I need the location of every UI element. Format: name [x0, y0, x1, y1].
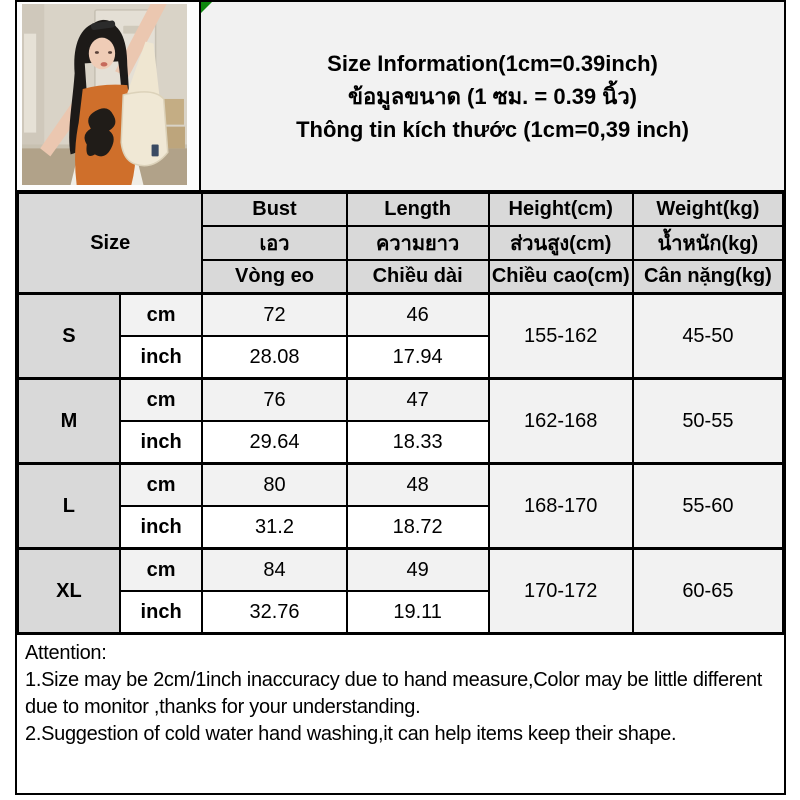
model-face	[88, 37, 116, 70]
height-range: 155-162	[487, 292, 634, 380]
length-value: 49	[345, 547, 490, 592]
row-s-cm: S cm 72 46 155-162 45-50	[17, 292, 785, 380]
row-xl-cm: XL cm 84 49 170-172 60-65	[17, 547, 785, 634]
size-info-title-cell: Size Information(1cm=0.39inch) ข้อมูลขนา…	[201, 2, 784, 190]
tote-bag	[120, 91, 169, 167]
unit-cell: cm	[118, 377, 204, 422]
bust-value: 31.2	[201, 505, 348, 550]
unit-cell: inch	[118, 420, 204, 465]
unit-cell: cm	[118, 462, 204, 507]
tote-strap	[127, 41, 160, 98]
length-value: 48	[345, 462, 490, 507]
bust-value: 84	[201, 547, 348, 592]
header-row-vi: Vòng eo Chiều dài Chiều cao(cm) Cân nặng…	[18, 259, 785, 295]
weight-range: 60-65	[631, 547, 785, 634]
col-length-en: Length	[345, 192, 490, 227]
row-m-cm: M cm 76 47 162-168 50-55	[17, 377, 785, 465]
bust-value: 72	[201, 292, 348, 337]
size-cell-l: L	[17, 462, 121, 550]
col-weight-th: น้ำหนัก(kg)	[631, 225, 785, 261]
size-cell-m: M	[17, 377, 121, 465]
unit-cell: cm	[118, 292, 204, 337]
length-value: 19.11	[345, 590, 490, 634]
unit-cell: inch	[118, 505, 204, 550]
unit-cell: inch	[118, 590, 204, 634]
tote-tag	[151, 144, 159, 157]
col-bust-en: Bust	[201, 192, 348, 227]
bust-value: 76	[201, 377, 348, 422]
sunglasses	[90, 20, 116, 30]
length-value: 17.94	[345, 335, 490, 380]
row-xl-inch: inch 32.76 19.11	[18, 590, 783, 634]
col-height-en: Height(cm)	[487, 192, 634, 227]
bust-value: 28.08	[201, 335, 348, 380]
size-chart-sheet: Size Information(1cm=0.39inch) ข้อมูลขนา…	[15, 0, 786, 795]
attention-note-2: 2.Suggestion of cold water hand washing,…	[25, 723, 677, 745]
title-en: Size Information(1cm=0.39inch)	[327, 50, 658, 76]
size-cell-s: S	[17, 292, 121, 380]
shirt-graphic	[84, 108, 116, 157]
height-range: 168-170	[487, 462, 634, 550]
header-row-en: Size Bust Length Height(cm) Weight(kg)	[16, 192, 785, 295]
col-length-vi: Chiều dài	[345, 259, 490, 295]
col-height-th: ส่วนสูง(cm)	[487, 225, 634, 261]
size-header-cell: Size	[16, 192, 204, 295]
col-height-vi: Chiều cao(cm)	[487, 259, 634, 295]
size-cell-xl: XL	[17, 547, 121, 634]
bust-value: 80	[201, 462, 348, 507]
attention-note-1: 1.Size may be 2cm/1inch inaccuracy due t…	[25, 669, 763, 718]
weight-range: 50-55	[631, 377, 785, 465]
bust-value: 29.64	[201, 420, 348, 465]
length-value: 18.72	[345, 505, 490, 550]
header-band: Size Information(1cm=0.39inch) ข้อมูลขนา…	[17, 2, 784, 192]
length-value: 46	[345, 292, 490, 337]
product-photo-cell	[17, 2, 201, 190]
col-bust-th: เอว	[201, 225, 348, 261]
attention-heading: Attention:	[25, 642, 107, 664]
row-l-cm: L cm 80 48 168-170 55-60	[17, 462, 785, 550]
cell-corner-marker-icon	[201, 2, 212, 13]
weight-range: 55-60	[631, 462, 785, 550]
unit-cell: inch	[118, 335, 204, 380]
height-range: 162-168	[487, 377, 634, 465]
row-l-inch: inch 31.2 18.72	[18, 505, 783, 550]
col-weight-vi: Cân nặng(kg)	[631, 259, 785, 295]
bust-value: 32.76	[201, 590, 348, 634]
attention-notes: Attention: 1.Size may be 2cm/1inch inacc…	[17, 634, 784, 748]
title-th: ข้อมูลขนาด (1 ซม. = 0.39 นิ้ว)	[347, 83, 637, 109]
title-vi: Thông tin kích thước (1cm=0,39 inch)	[296, 116, 689, 142]
col-length-th: ความยาว	[345, 225, 490, 261]
weight-range: 45-50	[631, 292, 785, 380]
row-m-inch: inch 29.64 18.33	[18, 420, 783, 465]
unit-cell: cm	[118, 547, 204, 592]
row-s-inch: inch 28.08 17.94	[18, 335, 783, 380]
header-row-th: เอว ความยาว ส่วนสูง(cm) น้ำหนัก(kg)	[18, 225, 785, 261]
col-weight-en: Weight(kg)	[631, 192, 785, 227]
length-value: 18.33	[345, 420, 490, 465]
model-raised-arm	[115, 4, 167, 78]
size-table: Size Bust Length Height(cm) Weight(kg) เ…	[16, 192, 785, 634]
length-value: 47	[345, 377, 490, 422]
col-bust-vi: Vòng eo	[201, 259, 348, 295]
height-range: 170-172	[487, 547, 634, 634]
model-photo	[22, 4, 187, 185]
